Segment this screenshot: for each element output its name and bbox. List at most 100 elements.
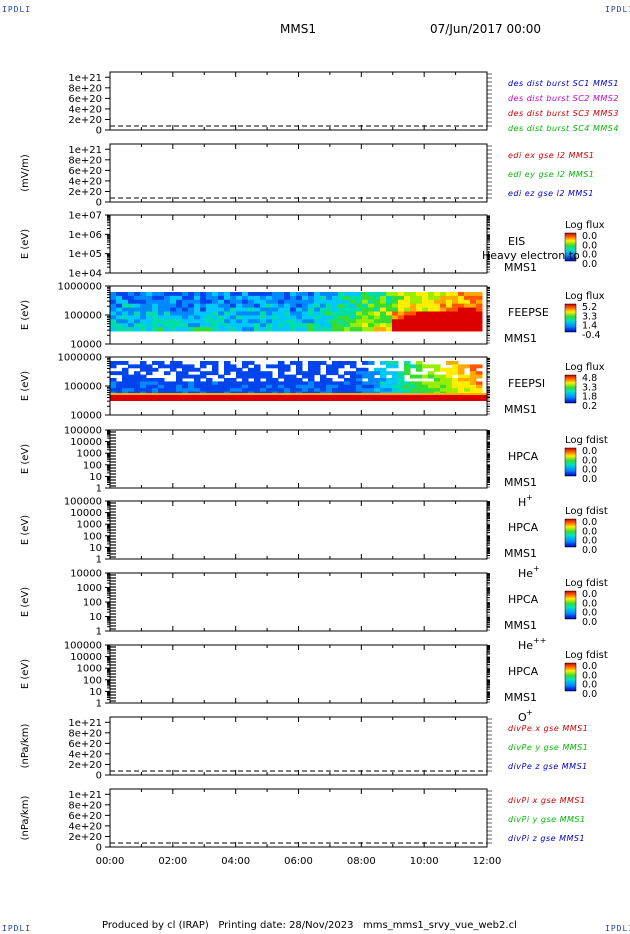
spectrogram-cell xyxy=(164,323,171,328)
spectrogram-cell xyxy=(320,374,327,379)
spectrogram-cell xyxy=(242,299,249,305)
spectrogram-cell xyxy=(380,367,387,372)
spectrogram-cell xyxy=(140,327,147,332)
y-tick-label: 10000 xyxy=(70,652,102,663)
instrument-label: FEEPSI xyxy=(508,377,545,390)
spectrogram-cell xyxy=(434,364,441,369)
spectrogram-cell xyxy=(386,371,393,376)
spectrogram-cell xyxy=(350,311,357,316)
spectrogram-cell xyxy=(452,388,459,393)
colorbar xyxy=(564,518,577,548)
spectrogram-cell xyxy=(338,323,345,328)
spectrogram-cell xyxy=(344,295,351,301)
y-tick-label: 1 xyxy=(96,484,102,495)
y-tick-label: 1e+21 xyxy=(68,790,102,801)
spectrogram-cell xyxy=(188,323,195,328)
spectrogram-cell xyxy=(266,292,273,297)
spectrogram-cell xyxy=(404,319,411,324)
spectrogram-cell xyxy=(230,378,237,382)
charge-label: + xyxy=(526,493,533,502)
spectrogram-cell xyxy=(296,371,303,376)
spectrogram-cell xyxy=(308,381,315,386)
spectrogram-cell xyxy=(344,371,351,376)
spectrogram-cell xyxy=(422,381,429,386)
colorbar-title: Log flux xyxy=(565,362,605,373)
charge-label: + xyxy=(526,708,533,717)
spacecraft-title: MMS1 xyxy=(280,22,316,36)
spectrogram-cell xyxy=(110,292,117,297)
spectrogram-cell xyxy=(236,374,243,379)
x-tick-label: 06:00 xyxy=(284,856,313,867)
spectrogram-cell xyxy=(164,384,171,389)
spectrogram-cell xyxy=(320,327,327,332)
spectrogram-cell xyxy=(164,327,171,332)
spectrogram-cell xyxy=(368,361,375,365)
spectrogram-cell xyxy=(434,292,441,297)
spectrogram-cell xyxy=(296,311,303,316)
spectrogram-cell xyxy=(296,388,303,393)
spectrogram-cell xyxy=(374,384,381,389)
spectrogram-cell xyxy=(152,388,159,393)
spectrogram-cell xyxy=(308,371,315,376)
spectrogram-cell xyxy=(182,374,189,379)
spectrogram-cell xyxy=(362,315,369,320)
spectrogram-cell xyxy=(176,295,183,301)
spectrogram-cell xyxy=(410,323,417,328)
spectrogram-cell xyxy=(128,319,135,324)
spectrogram-cell xyxy=(272,381,279,386)
spectrogram-cell xyxy=(464,295,471,301)
spectrogram-cell xyxy=(362,371,369,376)
spectrogram-cell xyxy=(398,378,405,382)
spectrogram-cell xyxy=(176,292,183,297)
spectrogram-cell xyxy=(296,319,303,324)
spectrogram-cell xyxy=(194,384,201,389)
spectrogram-cell xyxy=(464,364,471,369)
spectrogram-cell xyxy=(386,311,393,316)
spectrogram-cell xyxy=(476,323,483,328)
spectrogram-cell xyxy=(422,299,429,305)
spectrogram-cell xyxy=(242,327,249,332)
spectrogram-cell xyxy=(416,367,423,372)
spectrogram-cell xyxy=(182,388,189,393)
spectrogram-cell xyxy=(206,384,213,389)
spectrogram-cell xyxy=(416,323,423,328)
spectrogram-cell xyxy=(260,374,267,379)
spectrogram-cell xyxy=(110,361,117,365)
spectrogram-cell xyxy=(122,374,129,379)
panel-frame xyxy=(109,429,488,489)
spectrogram-cell xyxy=(170,388,177,393)
spectrogram-cell xyxy=(248,384,255,389)
spectrogram-cell xyxy=(464,311,471,316)
colorbar xyxy=(564,303,577,333)
spectrogram-cell xyxy=(452,381,459,386)
spectrogram-cell xyxy=(338,315,345,320)
colorbar-tick-label: 0.0 xyxy=(582,446,597,457)
spectrogram-cell xyxy=(404,364,411,369)
spectrogram-cell xyxy=(434,311,441,316)
spectrogram-cell xyxy=(224,367,231,372)
overlay-label: Heavy electron to xyxy=(482,249,580,262)
spectrogram-cell xyxy=(206,295,213,301)
spectrogram-cell xyxy=(386,364,393,369)
spectrogram-cell xyxy=(122,378,129,382)
spectrogram-cell xyxy=(434,295,441,301)
spectrogram-cell xyxy=(284,307,291,312)
spectrogram-cell xyxy=(146,303,153,309)
y-tick-label: 0 xyxy=(96,126,102,137)
y-axis-label: (mV/m) xyxy=(20,154,31,192)
spectrogram-cell xyxy=(416,292,423,297)
spectrogram-cell xyxy=(206,315,213,320)
spectrogram-cell xyxy=(302,381,309,386)
spectrogram-cell xyxy=(332,299,339,305)
spectrogram-cell xyxy=(344,361,351,365)
spectrogram-cell xyxy=(446,323,453,328)
spectrogram-cell xyxy=(212,319,219,324)
spectrogram-cell xyxy=(428,327,435,332)
spectrogram-cell xyxy=(272,299,279,305)
spectrogram-cell xyxy=(458,303,465,309)
spectrogram-cell xyxy=(218,292,225,297)
spectrogram-cell xyxy=(356,303,363,309)
spectrogram-cell xyxy=(308,388,315,393)
spectrogram-cell xyxy=(428,292,435,297)
y-tick-label: 1e+04 xyxy=(68,269,102,280)
